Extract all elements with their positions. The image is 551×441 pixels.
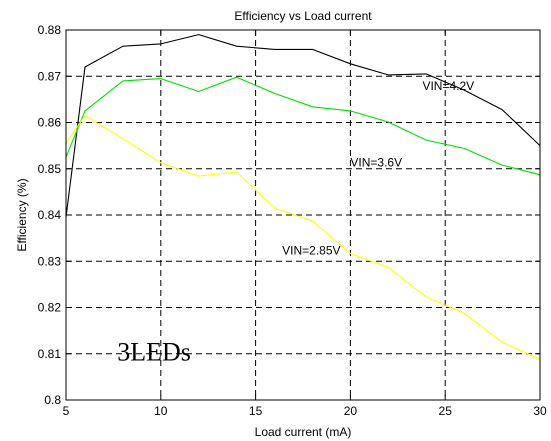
x-tick-label: 5 xyxy=(63,404,70,418)
x-tick-label: 10 xyxy=(154,404,168,418)
y-tick-label: 0.87 xyxy=(38,69,62,83)
y-tick-label: 0.82 xyxy=(38,301,62,315)
x-tick-label: 30 xyxy=(533,404,547,418)
x-tick-label: 25 xyxy=(439,404,453,418)
x-tick-label: 15 xyxy=(249,404,263,418)
y-tick-label: 0.83 xyxy=(38,254,62,268)
series-annotation-label: VIN=4.2V xyxy=(422,79,474,93)
series-annotation-label: VIN=3.6V xyxy=(350,155,402,169)
x-axis-label: Load current (mA) xyxy=(255,425,352,439)
series-line-vin-2-85v xyxy=(66,116,540,360)
chart-title: Efficiency vs Load current xyxy=(234,9,372,23)
y-axis-label: Efficiency (%) xyxy=(15,178,29,251)
y-tick-label: 0.8 xyxy=(44,393,61,407)
y-tick-label: 0.88 xyxy=(38,23,62,37)
y-tick-label: 0.85 xyxy=(38,162,62,176)
series-line-vin-4-2v xyxy=(66,35,540,218)
x-tick-label: 20 xyxy=(344,404,358,418)
y-tick-label: 0.86 xyxy=(38,116,62,130)
y-tick-label: 0.81 xyxy=(38,347,62,361)
chart-note-label: 3LEDs xyxy=(117,338,191,367)
y-tick-label: 0.84 xyxy=(38,208,62,222)
series-annotation-label: VIN=2.85V xyxy=(282,243,340,257)
